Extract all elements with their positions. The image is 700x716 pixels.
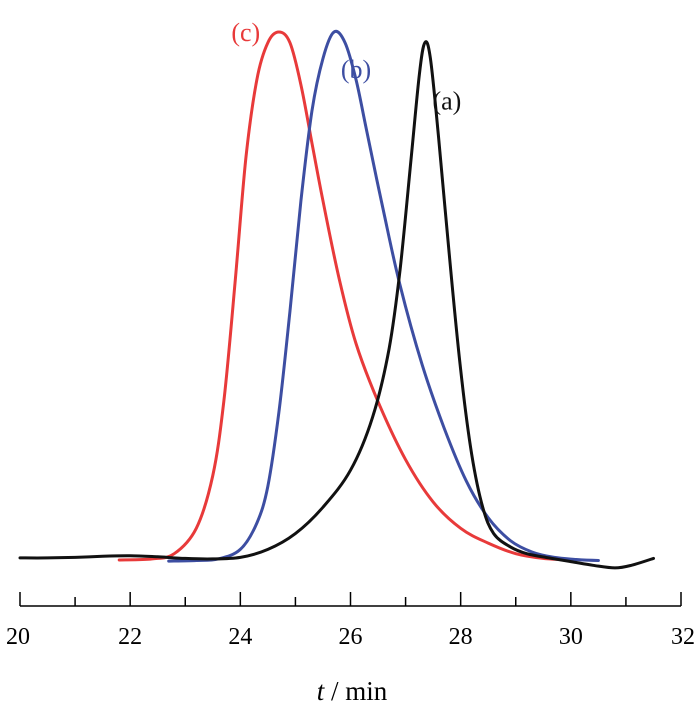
x-axis: 20 22 24 26 28 30 32 xyxy=(6,592,695,650)
series-layer xyxy=(18,29,655,570)
x-tick-label: 26 xyxy=(339,624,363,650)
x-axis-label-variable: t xyxy=(317,676,326,706)
x-axis-label-unit: / min xyxy=(324,676,388,706)
x-tick-label: 32 xyxy=(671,624,695,650)
x-axis-label: t / min xyxy=(317,676,388,706)
series-line-2 xyxy=(18,40,655,570)
series-label-2: (a) xyxy=(432,87,461,116)
x-tick-label: 30 xyxy=(559,624,583,650)
x-tick-label: 28 xyxy=(449,624,473,650)
series-label-layer: (c) (b) (a) xyxy=(231,18,461,116)
x-tick-label: 24 xyxy=(228,624,252,650)
series-label-1: (b) xyxy=(341,55,371,84)
x-tick-label: 20 xyxy=(6,624,30,650)
series-label-0: (c) xyxy=(231,18,260,47)
x-tick-label: 22 xyxy=(118,624,142,650)
series-line-1 xyxy=(167,29,600,563)
series-line-0 xyxy=(117,30,573,562)
